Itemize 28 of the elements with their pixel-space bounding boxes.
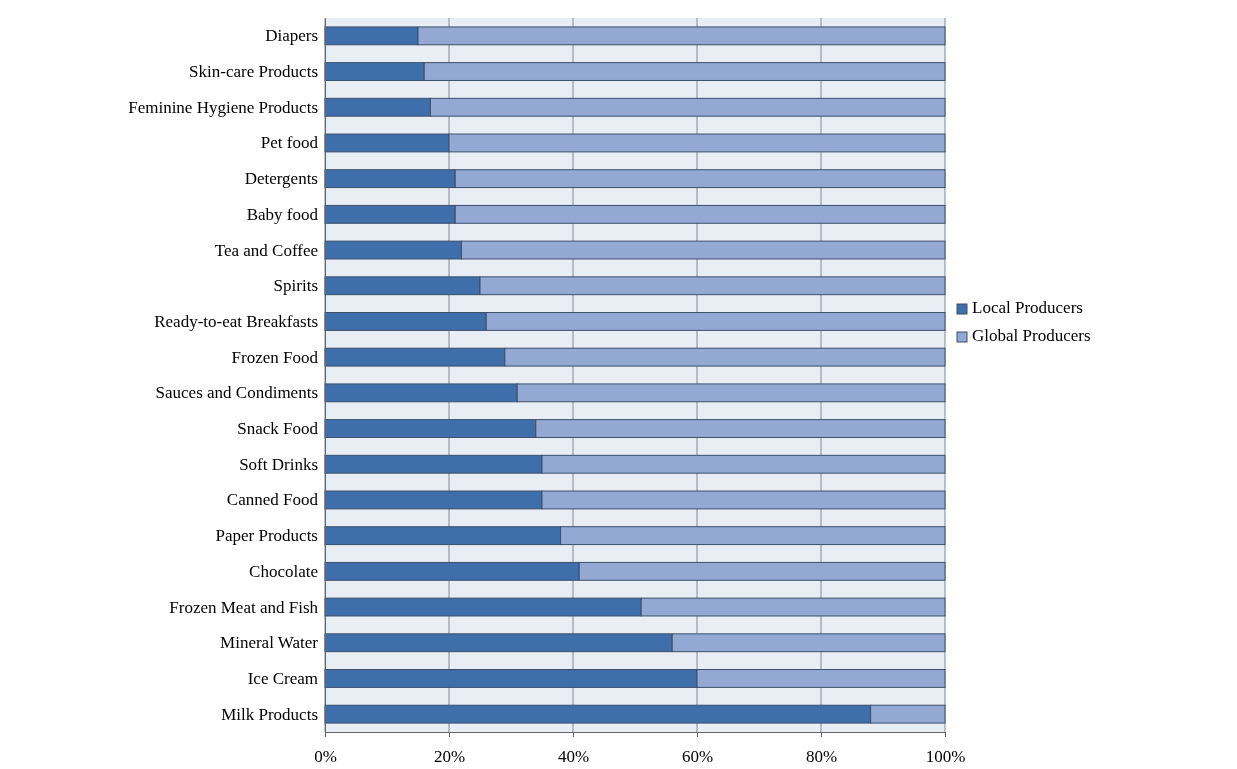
y-tick-label: Soft Drinks	[239, 454, 318, 474]
x-tick-label: 80%	[805, 747, 838, 767]
y-tick-label: Tea and Coffee	[214, 240, 318, 260]
x-tick-label: 100%	[925, 747, 966, 767]
y-tick-label: Skin-care Products	[189, 61, 318, 81]
y-tick-label: Chocolate	[249, 561, 318, 581]
x-tick-label: 0%	[314, 747, 337, 767]
y-tick-label: Milk Products	[221, 704, 318, 724]
y-tick-label: Ice Cream	[247, 668, 318, 688]
legend-label: Local Producers	[972, 298, 1083, 317]
y-tick-label: Baby food	[246, 204, 319, 224]
x-tick-label: 60%	[681, 747, 714, 767]
y-tick-label: Frozen Meat and Fish	[169, 597, 319, 617]
x-tick-label: 20%	[433, 747, 466, 767]
y-tick-label: Paper Products	[215, 526, 318, 546]
y-tick-label: Spirits	[273, 276, 318, 296]
y-tick-label: Ready-to-eat Breakfasts	[154, 311, 318, 331]
y-tick-label: Pet food	[260, 133, 319, 153]
y-tick-label: Detergents	[244, 169, 318, 189]
y-tick-label: Sauces and Condiments	[155, 383, 318, 403]
legend-label: Global Producers	[972, 326, 1091, 345]
y-tick-label: Frozen Food	[231, 347, 319, 367]
y-tick-label: Diapers	[265, 26, 318, 46]
y-tick-label: Snack Food	[237, 418, 319, 438]
y-tick-label: Canned Food	[226, 490, 319, 510]
y-tick-label: Mineral Water	[220, 633, 319, 653]
y-tick-label: Feminine Hygiene Products	[128, 97, 318, 117]
x-tick-label: 40%	[557, 747, 590, 767]
